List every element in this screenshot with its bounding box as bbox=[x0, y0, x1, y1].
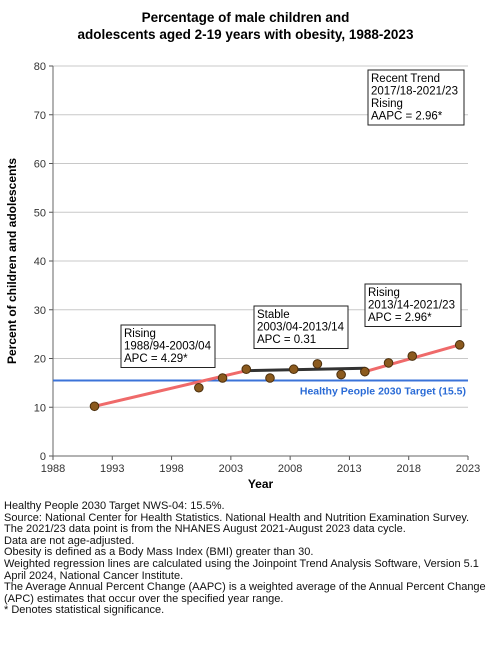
annotation-line: APC = 4.29* bbox=[124, 353, 188, 365]
annotation-line: APC = 2.96* bbox=[368, 312, 432, 324]
axes: 0 10 20 30 40 50 60 70 80 1988 1993 1998 2003 2008 201… bbox=[34, 61, 480, 475]
chart-title-line-1: Percentage of male children and bbox=[141, 10, 350, 25]
annotation-line: 1988/94-2003/04 bbox=[124, 341, 212, 353]
annotation-border bbox=[367, 69, 465, 126]
footnote: Healthy People 2030 Target NWS-04: 15.5%… bbox=[4, 500, 225, 512]
footnote: The 2021/23 data point is from the NHANE… bbox=[4, 523, 406, 536]
data-point bbox=[336, 369, 346, 380]
x-tick-label: 1988 bbox=[41, 463, 65, 475]
data-point bbox=[312, 359, 323, 369]
annotation-line: Stable bbox=[257, 309, 290, 321]
x-tick-label: 2023 bbox=[456, 463, 480, 475]
y-tick-label: 0 bbox=[40, 451, 46, 463]
data-point bbox=[383, 358, 394, 368]
chart-title-line-2: adolescents aged 2-19 years with obesity… bbox=[77, 27, 414, 42]
footnote: The Average Annual Percent Change (AAPC)… bbox=[4, 581, 486, 605]
target-line-group: Healthy People 2030 Target (15.5) bbox=[53, 379, 468, 397]
footnote: * Denotes statistical significance. bbox=[4, 604, 165, 617]
annotation-line: Rising bbox=[368, 287, 400, 299]
target-label: Healthy People 2030 Target (15.5) bbox=[300, 385, 466, 397]
annotation-line: Recent Trend bbox=[371, 73, 440, 85]
x-tick-label: 1993 bbox=[100, 463, 124, 475]
annotation-border bbox=[120, 324, 216, 368]
x-tick-label: 2018 bbox=[396, 463, 420, 475]
annotation-line: Rising bbox=[124, 328, 156, 340]
y-tick-label: 40 bbox=[34, 256, 46, 268]
annotation-line: 2003/04-2013/14 bbox=[257, 322, 345, 334]
x-axis-label: Year bbox=[248, 477, 274, 491]
data-point bbox=[407, 351, 418, 361]
y-tick-label: 80 bbox=[34, 61, 46, 73]
trend-segment bbox=[244, 366, 367, 373]
data-points bbox=[89, 340, 465, 412]
data-point bbox=[265, 373, 275, 383]
annotation-line: APC = 0.31 bbox=[257, 334, 316, 346]
x-tick-label: 1998 bbox=[159, 463, 183, 475]
data-point bbox=[288, 364, 299, 375]
annotation-line: Rising bbox=[371, 98, 403, 110]
annotation-line: AAPC = 2.96* bbox=[371, 111, 443, 123]
x-tick-label: 2008 bbox=[278, 463, 302, 475]
chart-area: 0 10 20 30 40 50 60 70 80 1988 1993 1998 2003 2008 201… bbox=[5, 61, 480, 491]
y-tick-label: 60 bbox=[34, 159, 46, 171]
footnote: Obesity is defined as a Body Mass Index … bbox=[4, 546, 314, 559]
footnote: Weighted regression lines are calculated… bbox=[4, 557, 479, 582]
x-tick-label: 2013 bbox=[337, 463, 361, 475]
annotation-border bbox=[253, 305, 349, 349]
y-axis-label: Percent of children and adolescents bbox=[5, 158, 19, 364]
data-point bbox=[194, 382, 204, 393]
footnotes: Healthy People 2030 Target NWS-04: 15.5%… bbox=[4, 500, 488, 617]
x-tick-label: 2003 bbox=[219, 463, 243, 475]
data-point bbox=[360, 366, 370, 377]
y-tick-label: 20 bbox=[34, 354, 46, 366]
annotation-line: 2013/14-2021/23 bbox=[368, 300, 455, 312]
data-point bbox=[89, 401, 100, 412]
y-tick-label: 10 bbox=[34, 402, 46, 414]
data-point bbox=[217, 373, 228, 383]
y-tick-label: 70 bbox=[34, 110, 46, 122]
data-point bbox=[454, 340, 465, 350]
annotation-line: 2017/18-2021/23 bbox=[371, 86, 458, 98]
footnote: Source: National Center for Health Stati… bbox=[4, 511, 470, 524]
chart-title: Percentage of male children and adolesce… bbox=[0, 9, 491, 43]
annotation-border bbox=[364, 283, 462, 327]
data-point bbox=[241, 364, 252, 375]
y-tick-label: 30 bbox=[34, 305, 46, 317]
footnote: Data are not age-adjusted. bbox=[4, 534, 135, 547]
y-tick-label: 50 bbox=[34, 207, 46, 219]
